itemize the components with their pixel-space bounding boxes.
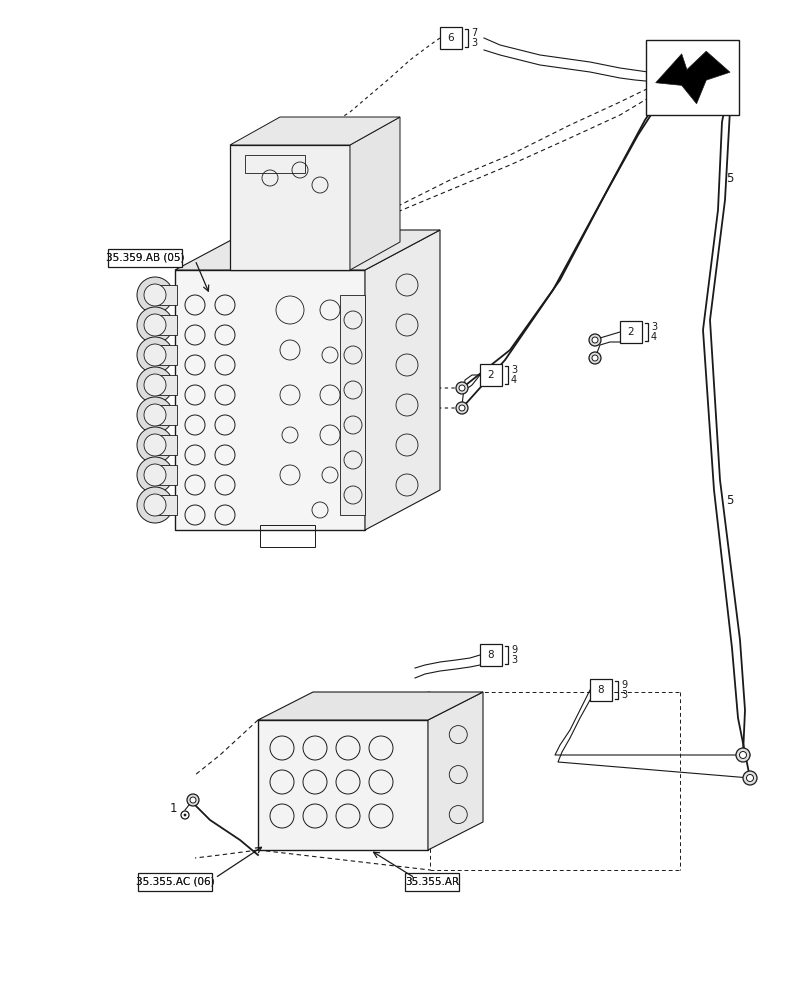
Text: 4: 4 <box>511 375 517 385</box>
Polygon shape <box>230 145 350 270</box>
Text: 6: 6 <box>448 33 454 43</box>
Text: 35.355.AC (06): 35.355.AC (06) <box>136 877 214 887</box>
Circle shape <box>144 314 166 336</box>
Text: 8: 8 <box>598 685 604 695</box>
Circle shape <box>589 334 601 346</box>
Circle shape <box>144 374 166 396</box>
Circle shape <box>651 68 659 76</box>
Bar <box>406 873 459 891</box>
Polygon shape <box>230 117 400 145</box>
Circle shape <box>592 337 598 343</box>
Circle shape <box>144 464 166 486</box>
Circle shape <box>747 774 754 782</box>
Circle shape <box>673 65 687 79</box>
Text: 35.355.AR: 35.355.AR <box>405 877 459 887</box>
Circle shape <box>137 427 173 463</box>
Text: 35.355.AC (06): 35.355.AC (06) <box>136 877 214 887</box>
Polygon shape <box>365 230 440 530</box>
Text: 35.359.AB (05): 35.359.AB (05) <box>106 253 184 263</box>
Circle shape <box>181 811 189 819</box>
Text: 5: 5 <box>726 493 734 506</box>
Text: 1: 1 <box>169 802 177 814</box>
Circle shape <box>137 457 173 493</box>
Text: 2: 2 <box>628 327 634 337</box>
Bar <box>340 295 365 515</box>
Circle shape <box>190 797 196 803</box>
Text: 8: 8 <box>488 650 494 660</box>
Bar <box>155 405 177 425</box>
Circle shape <box>187 794 199 806</box>
Circle shape <box>676 68 684 76</box>
Polygon shape <box>428 692 483 850</box>
Circle shape <box>456 402 468 414</box>
Circle shape <box>144 284 166 306</box>
Text: 5: 5 <box>726 172 734 184</box>
Circle shape <box>137 367 173 403</box>
Circle shape <box>137 307 173 343</box>
Text: 9: 9 <box>621 680 627 690</box>
Bar <box>245 155 305 173</box>
Circle shape <box>144 494 166 516</box>
Bar <box>260 525 315 547</box>
Bar <box>138 873 212 891</box>
Text: 3: 3 <box>511 655 517 665</box>
Bar <box>646 40 739 115</box>
Text: 3: 3 <box>511 365 517 375</box>
Text: 35.355.AR: 35.355.AR <box>405 877 459 887</box>
Text: 9: 9 <box>511 645 517 655</box>
Bar <box>620 321 642 343</box>
Text: 3: 3 <box>471 38 478 48</box>
Circle shape <box>137 397 173 433</box>
Bar <box>480 364 502 386</box>
Bar <box>108 249 182 267</box>
Circle shape <box>459 405 465 411</box>
Bar <box>155 345 177 365</box>
Polygon shape <box>258 692 483 720</box>
Bar <box>155 465 177 485</box>
Bar <box>155 315 177 335</box>
Circle shape <box>589 352 601 364</box>
Circle shape <box>736 748 750 762</box>
Text: 35.359.AB (05): 35.359.AB (05) <box>106 253 184 263</box>
Text: 3: 3 <box>651 322 657 332</box>
Polygon shape <box>350 117 400 270</box>
Circle shape <box>144 434 166 456</box>
Circle shape <box>739 752 747 758</box>
Circle shape <box>137 337 173 373</box>
Bar <box>440 27 462 49</box>
Text: 4: 4 <box>651 332 657 342</box>
Polygon shape <box>656 51 730 104</box>
Text: 2: 2 <box>488 370 494 380</box>
Bar <box>155 285 177 305</box>
Bar <box>155 435 177 455</box>
Polygon shape <box>258 720 428 850</box>
Circle shape <box>137 277 173 313</box>
Bar <box>155 495 177 515</box>
Bar <box>590 679 612 701</box>
Circle shape <box>592 355 598 361</box>
Circle shape <box>183 814 187 816</box>
Circle shape <box>648 65 662 79</box>
Circle shape <box>456 382 468 394</box>
Circle shape <box>743 771 757 785</box>
Text: 7: 7 <box>471 28 478 38</box>
Bar <box>155 375 177 395</box>
Polygon shape <box>175 270 365 530</box>
Text: 3: 3 <box>621 690 627 700</box>
Circle shape <box>144 344 166 366</box>
Polygon shape <box>175 230 440 270</box>
Circle shape <box>137 487 173 523</box>
Circle shape <box>144 404 166 426</box>
Circle shape <box>459 385 465 391</box>
Bar <box>480 644 502 666</box>
